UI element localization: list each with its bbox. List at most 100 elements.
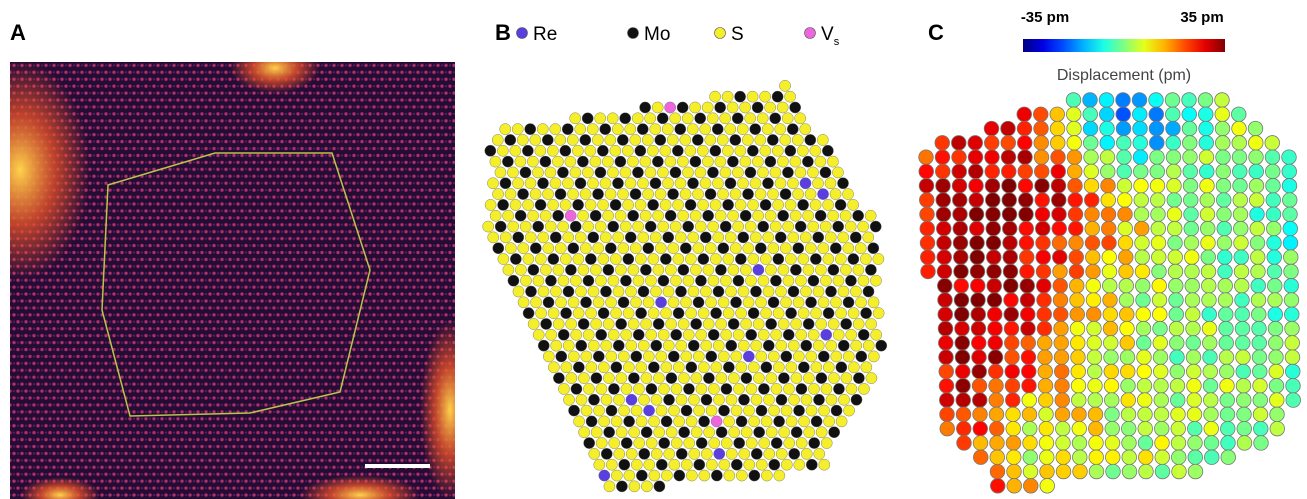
atom <box>649 231 662 244</box>
atom <box>837 339 850 352</box>
atom <box>746 90 759 103</box>
atom <box>689 209 702 222</box>
atom <box>685 307 697 319</box>
displacement-site <box>1016 120 1033 137</box>
atom <box>785 361 798 374</box>
displacement-site <box>1088 463 1105 480</box>
atom <box>665 318 677 330</box>
displacement-site <box>1002 220 1018 237</box>
displacement-site <box>1170 406 1186 423</box>
atom <box>509 199 522 211</box>
displacement-site <box>1049 106 1065 122</box>
displacement-site <box>1138 449 1154 465</box>
displacement-site <box>1033 135 1049 151</box>
legend-marker <box>627 27 639 39</box>
displacement-site <box>1085 249 1101 265</box>
atom <box>806 458 818 471</box>
displacement-site <box>1236 435 1253 451</box>
displacement-site <box>1098 92 1115 108</box>
atom <box>640 318 652 330</box>
displacement-site <box>1203 406 1219 423</box>
atom <box>603 372 615 384</box>
displacement-site <box>1001 206 1018 223</box>
displacement-site <box>1149 135 1165 151</box>
atom <box>698 361 710 374</box>
atom <box>612 339 625 352</box>
atom <box>847 199 859 211</box>
atom <box>547 253 560 265</box>
atom <box>532 220 545 233</box>
atom <box>773 415 785 428</box>
atom <box>529 188 542 200</box>
atom <box>602 318 615 330</box>
atom <box>595 383 608 395</box>
atom <box>797 199 809 211</box>
atom <box>695 328 708 341</box>
displacement-site <box>1022 463 1039 480</box>
displacement-site <box>1020 320 1036 337</box>
atom <box>748 361 760 374</box>
displacement-site <box>1217 278 1233 294</box>
atom <box>670 383 683 395</box>
atom <box>735 361 748 374</box>
atom <box>599 123 612 135</box>
displacement-site <box>1038 435 1055 451</box>
atom <box>768 458 781 471</box>
atom <box>685 415 698 428</box>
atom <box>540 318 552 330</box>
atom <box>775 285 787 298</box>
atom <box>827 209 839 222</box>
atom <box>770 328 783 341</box>
atom <box>750 339 763 352</box>
displacement-site <box>1000 120 1016 137</box>
atom <box>810 415 823 428</box>
atom <box>793 350 805 363</box>
atom <box>642 134 654 146</box>
displacement-site <box>1181 92 1197 108</box>
atom <box>525 285 537 298</box>
atom <box>730 404 743 417</box>
atom <box>743 458 756 471</box>
atom <box>655 296 667 309</box>
atom <box>657 274 670 287</box>
displacement-site <box>1233 249 1249 265</box>
atom <box>782 328 795 341</box>
displacement-site <box>1170 392 1186 408</box>
displacement-site <box>1266 220 1282 237</box>
displacement-site <box>1069 278 1085 294</box>
displacement-site <box>1153 392 1169 408</box>
atom <box>592 134 604 146</box>
atom <box>684 144 697 157</box>
displacement-site <box>1035 235 1051 251</box>
atom <box>790 264 802 276</box>
atom <box>679 134 692 146</box>
atom <box>805 350 818 363</box>
atom <box>653 372 665 384</box>
atom <box>604 188 617 200</box>
atom <box>778 372 790 384</box>
atom <box>502 155 514 168</box>
atom <box>647 307 660 319</box>
displacement-site <box>1005 435 1022 451</box>
displacement-site <box>952 192 968 208</box>
atom <box>499 123 512 135</box>
displacement-site <box>1120 406 1137 423</box>
displacement-site <box>936 220 952 237</box>
atom <box>629 188 642 200</box>
atom <box>624 177 637 190</box>
displacement-site <box>1150 220 1166 237</box>
displacement-site <box>935 206 952 223</box>
displacement-site <box>1233 235 1249 251</box>
displacement-site <box>1218 349 1235 365</box>
displacement-site <box>1268 335 1284 351</box>
atom <box>587 339 600 352</box>
atom <box>743 404 755 417</box>
atom <box>670 328 683 341</box>
atom <box>715 372 728 384</box>
atom <box>761 469 773 482</box>
atom <box>640 264 652 276</box>
atom <box>825 393 838 406</box>
displacement-site <box>1187 420 1203 437</box>
atom <box>597 253 610 265</box>
displacement-site <box>1136 378 1153 394</box>
